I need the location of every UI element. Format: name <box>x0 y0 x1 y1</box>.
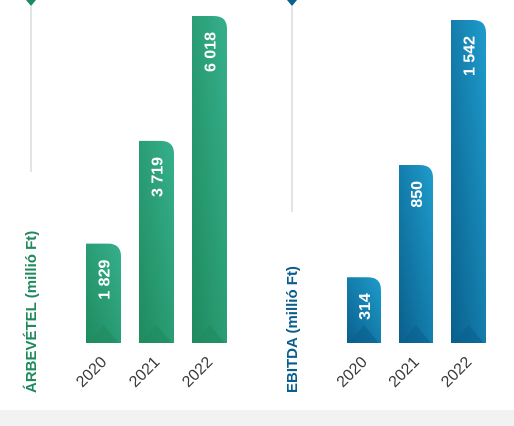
revenue-value-label: 1 829 <box>97 260 114 300</box>
ebitda-axis-label: EBITDA (millió Ft) <box>284 266 301 393</box>
ebitda-value-label: 850 <box>409 181 426 208</box>
revenue-value-label: 6 018 <box>203 32 220 72</box>
ebitda-bar <box>347 277 381 343</box>
ebitda-value-label: 314 <box>357 293 374 320</box>
revenue-bar <box>139 140 174 343</box>
ebitda-year-label: 2021 <box>386 354 423 391</box>
revenue-bar <box>86 243 121 343</box>
revenue-bar <box>192 16 227 343</box>
ebitda-bar-accent <box>453 325 484 343</box>
revenue-year-label: 2020 <box>73 354 110 391</box>
ebitda-value-label: 1 542 <box>462 36 479 76</box>
ebitda-year-label: 2020 <box>334 354 371 391</box>
ebitda-chart: EBITDA (millió Ft) 314 2020 850 2021 1 542 202… <box>284 0 486 393</box>
revenue-axis-marker <box>26 0 36 6</box>
revenue-bar-accent <box>194 325 225 343</box>
ebitda-bar-accent <box>401 325 431 343</box>
revenue-year-label: 2022 <box>179 354 216 391</box>
revenue-value-label: 3 719 <box>150 157 167 197</box>
revenue-chart: ÁRBEVÉTEL (millió Ft) 1 829 2020 3 719 2021 6… <box>23 0 227 393</box>
ebitda-year-label: 2022 <box>438 354 475 391</box>
revenue-year-label: 2021 <box>126 354 163 391</box>
bottom-band <box>0 410 514 426</box>
ebitda-bar <box>399 164 433 343</box>
revenue-axis-label: ÁRBEVÉTEL (millió Ft) <box>23 231 40 393</box>
revenue-bar-accent <box>141 325 172 343</box>
ebitda-axis-marker <box>287 0 297 6</box>
ebitda-bar <box>451 20 486 343</box>
ebitda-bar-accent <box>349 325 379 343</box>
revenue-bar-accent <box>88 325 119 343</box>
